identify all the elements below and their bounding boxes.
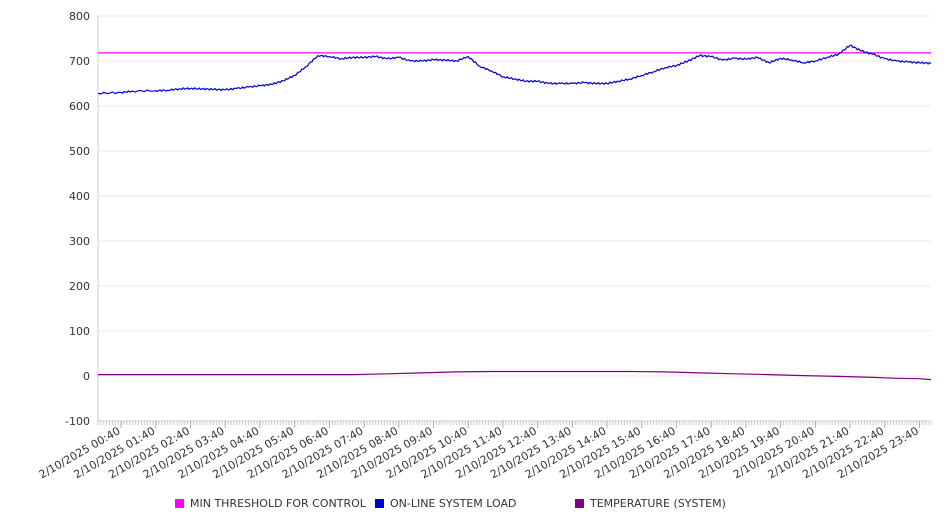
series-layer	[97, 44, 932, 381]
grid-lines	[98, 15, 931, 422]
legend-label-system-load: ON-LINE SYSTEM LOAD	[390, 497, 517, 510]
legend: MIN THRESHOLD FOR CONTROL ON-LINE SYSTEM…	[0, 497, 946, 515]
y-tick-label: 0	[83, 370, 90, 383]
y-tick-label: 700	[69, 55, 90, 68]
y-tick-label: 500	[69, 145, 90, 158]
axes	[97, 16, 931, 422]
legend-swatch-threshold	[175, 499, 184, 508]
legend-swatch-system-load	[375, 499, 384, 508]
series-line-system-load	[97, 44, 932, 95]
y-tick-label: -100	[65, 415, 90, 428]
series-line-temperature	[98, 370, 932, 381]
y-axis-ticks: 800 700 600 500 400 300 200 100 0 -100	[65, 10, 90, 428]
y-tick-label: 600	[69, 100, 90, 113]
legend-label-threshold: MIN THRESHOLD FOR CONTROL	[190, 497, 366, 510]
legend-item-system-load: ON-LINE SYSTEM LOAD	[375, 497, 516, 510]
y-tick-label: 400	[69, 190, 90, 203]
legend-item-threshold: MIN THRESHOLD FOR CONTROL	[175, 497, 366, 510]
legend-item-temperature: TEMPERATURE (SYSTEM)	[575, 497, 726, 510]
x-axis-ticks: 2/10/2025 00:402/10/2025 01:402/10/2025 …	[37, 421, 932, 481]
y-tick-label: 200	[69, 280, 90, 293]
y-tick-label: 800	[69, 10, 90, 23]
legend-swatch-temperature	[575, 499, 584, 508]
y-tick-label: 100	[69, 325, 90, 338]
legend-label-temperature: TEMPERATURE (SYSTEM)	[590, 497, 726, 510]
y-tick-label: 300	[69, 235, 90, 248]
